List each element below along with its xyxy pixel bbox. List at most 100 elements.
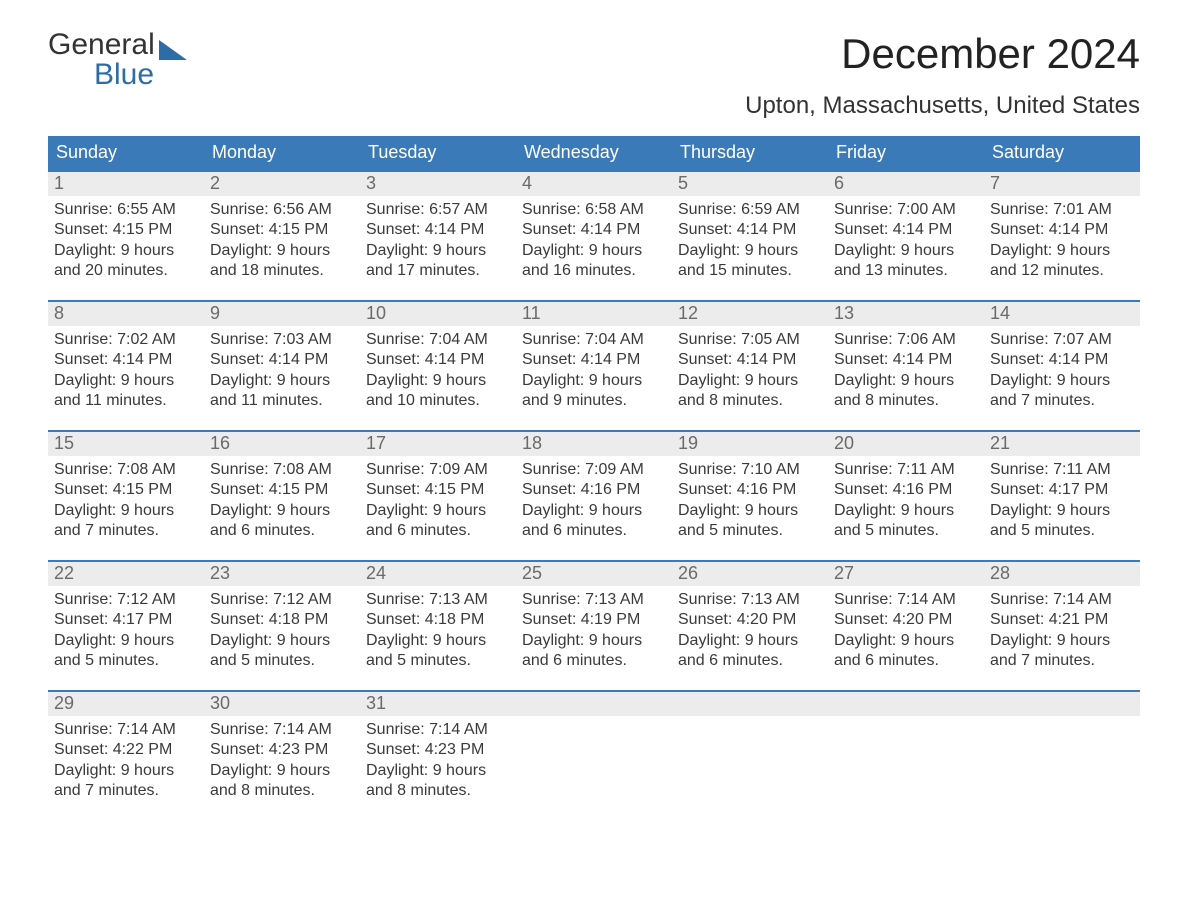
calendar-day: 8Sunrise: 7:02 AMSunset: 4:14 PMDaylight… [48,302,204,430]
day-details: Sunrise: 7:14 AMSunset: 4:21 PMDaylight:… [984,586,1140,672]
sunrise-line: Sunrise: 6:55 AM [54,200,198,220]
sunset-line: Sunset: 4:17 PM [54,610,198,630]
day-number: 14 [984,302,1140,326]
sunset-line: Sunset: 4:15 PM [210,220,354,240]
sunrise-line: Sunrise: 7:05 AM [678,330,822,350]
sunset-line: Sunset: 4:14 PM [366,220,510,240]
sunrise-line: Sunrise: 6:58 AM [522,200,666,220]
daylight-line-1: Daylight: 9 hours [990,501,1134,521]
day-number: 15 [48,432,204,456]
day-details: Sunrise: 7:09 AMSunset: 4:16 PMDaylight:… [516,456,672,542]
daylight-line-2: and 10 minutes. [366,391,510,411]
weekday-header: Monday [204,136,360,170]
calendar-week: 22Sunrise: 7:12 AMSunset: 4:17 PMDayligh… [48,560,1140,690]
daylight-line-1: Daylight: 9 hours [678,501,822,521]
day-number: 23 [204,562,360,586]
daylight-line-2: and 5 minutes. [834,521,978,541]
day-details: Sunrise: 7:06 AMSunset: 4:14 PMDaylight:… [828,326,984,412]
daylight-line-2: and 8 minutes. [366,781,510,801]
daylight-line-1: Daylight: 9 hours [522,501,666,521]
sunset-line: Sunset: 4:21 PM [990,610,1134,630]
day-number: 26 [672,562,828,586]
daylight-line-2: and 9 minutes. [522,391,666,411]
day-number: 25 [516,562,672,586]
day-details: Sunrise: 6:56 AMSunset: 4:15 PMDaylight:… [204,196,360,282]
day-details: Sunrise: 7:12 AMSunset: 4:17 PMDaylight:… [48,586,204,672]
daylight-line-1: Daylight: 9 hours [54,631,198,651]
daylight-line-2: and 20 minutes. [54,261,198,281]
daylight-line-1: Daylight: 9 hours [990,371,1134,391]
daylight-line-1: Daylight: 9 hours [522,631,666,651]
daylight-line-1: Daylight: 9 hours [366,501,510,521]
day-number [672,692,828,716]
sunset-line: Sunset: 4:14 PM [366,350,510,370]
calendar-day: 3Sunrise: 6:57 AMSunset: 4:14 PMDaylight… [360,172,516,300]
daylight-line-2: and 16 minutes. [522,261,666,281]
daylight-line-1: Daylight: 9 hours [54,501,198,521]
calendar-day: 27Sunrise: 7:14 AMSunset: 4:20 PMDayligh… [828,562,984,690]
calendar-day: 31Sunrise: 7:14 AMSunset: 4:23 PMDayligh… [360,692,516,820]
daylight-line-2: and 7 minutes. [54,781,198,801]
daylight-line-1: Daylight: 9 hours [678,631,822,651]
calendar-week: 29Sunrise: 7:14 AMSunset: 4:22 PMDayligh… [48,690,1140,820]
day-number: 18 [516,432,672,456]
day-number: 28 [984,562,1140,586]
calendar-week: 8Sunrise: 7:02 AMSunset: 4:14 PMDaylight… [48,300,1140,430]
daylight-line-1: Daylight: 9 hours [210,241,354,261]
calendar-week: 15Sunrise: 7:08 AMSunset: 4:15 PMDayligh… [48,430,1140,560]
calendar-day: 5Sunrise: 6:59 AMSunset: 4:14 PMDaylight… [672,172,828,300]
daylight-line-2: and 13 minutes. [834,261,978,281]
daylight-line-2: and 12 minutes. [990,261,1134,281]
day-number: 29 [48,692,204,716]
calendar-day: 24Sunrise: 7:13 AMSunset: 4:18 PMDayligh… [360,562,516,690]
daylight-line-2: and 6 minutes. [522,521,666,541]
sunrise-line: Sunrise: 6:56 AM [210,200,354,220]
calendar-day: 18Sunrise: 7:09 AMSunset: 4:16 PMDayligh… [516,432,672,560]
sunset-line: Sunset: 4:14 PM [522,350,666,370]
sunset-line: Sunset: 4:15 PM [210,480,354,500]
day-details: Sunrise: 6:58 AMSunset: 4:14 PMDaylight:… [516,196,672,282]
calendar-day [984,692,1140,820]
daylight-line-2: and 6 minutes. [522,651,666,671]
day-number: 13 [828,302,984,326]
calendar-day [516,692,672,820]
daylight-line-2: and 5 minutes. [990,521,1134,541]
calendar-day: 10Sunrise: 7:04 AMSunset: 4:14 PMDayligh… [360,302,516,430]
sunrise-line: Sunrise: 7:14 AM [54,720,198,740]
logo: General Blue [48,30,187,90]
sunrise-line: Sunrise: 7:00 AM [834,200,978,220]
day-details: Sunrise: 7:14 AMSunset: 4:22 PMDaylight:… [48,716,204,802]
daylight-line-1: Daylight: 9 hours [990,241,1134,261]
daylight-line-2: and 8 minutes. [678,391,822,411]
sunset-line: Sunset: 4:14 PM [678,220,822,240]
calendar-day: 21Sunrise: 7:11 AMSunset: 4:17 PMDayligh… [984,432,1140,560]
header: General Blue December 2024 Upton, Massac… [48,30,1140,120]
daylight-line-2: and 6 minutes. [678,651,822,671]
day-number: 19 [672,432,828,456]
weekday-header: Thursday [672,136,828,170]
sunset-line: Sunset: 4:14 PM [990,350,1134,370]
sunset-line: Sunset: 4:14 PM [54,350,198,370]
calendar-day: 1Sunrise: 6:55 AMSunset: 4:15 PMDaylight… [48,172,204,300]
sunset-line: Sunset: 4:14 PM [678,350,822,370]
day-number: 22 [48,562,204,586]
sunrise-line: Sunrise: 7:04 AM [366,330,510,350]
sunset-line: Sunset: 4:18 PM [210,610,354,630]
daylight-line-2: and 8 minutes. [210,781,354,801]
weekday-header-row: SundayMondayTuesdayWednesdayThursdayFrid… [48,136,1140,170]
day-details: Sunrise: 7:14 AMSunset: 4:23 PMDaylight:… [204,716,360,802]
calendar: SundayMondayTuesdayWednesdayThursdayFrid… [48,136,1140,820]
day-details: Sunrise: 7:13 AMSunset: 4:19 PMDaylight:… [516,586,672,672]
sunrise-line: Sunrise: 7:14 AM [990,590,1134,610]
sunrise-line: Sunrise: 6:59 AM [678,200,822,220]
sunrise-line: Sunrise: 7:12 AM [54,590,198,610]
daylight-line-2: and 7 minutes. [990,651,1134,671]
day-details: Sunrise: 7:14 AMSunset: 4:20 PMDaylight:… [828,586,984,672]
daylight-line-1: Daylight: 9 hours [210,761,354,781]
day-details: Sunrise: 7:13 AMSunset: 4:18 PMDaylight:… [360,586,516,672]
day-number [984,692,1140,716]
day-number: 17 [360,432,516,456]
sunrise-line: Sunrise: 7:03 AM [210,330,354,350]
day-number: 9 [204,302,360,326]
calendar-day: 2Sunrise: 6:56 AMSunset: 4:15 PMDaylight… [204,172,360,300]
